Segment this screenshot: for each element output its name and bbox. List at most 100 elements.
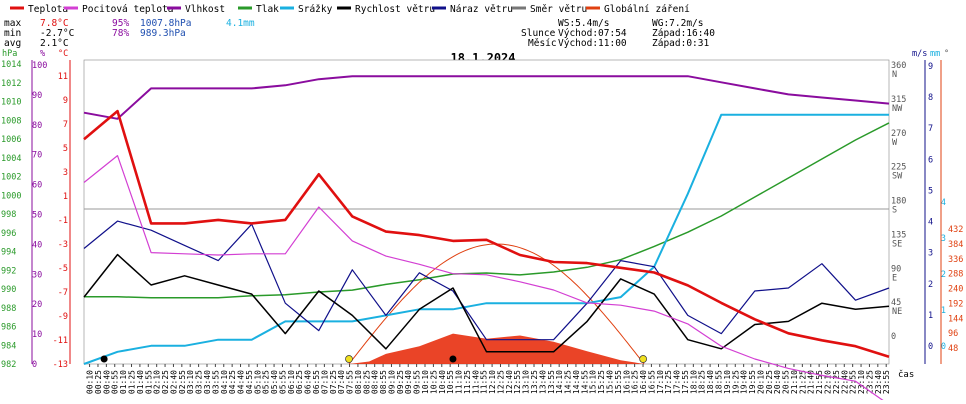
x-tick-label: 23:25 [865, 370, 874, 394]
x-tick-label: 22:10 [824, 370, 833, 394]
temp_c-tick-label: -9 [58, 312, 68, 322]
temp_c-tick-label: 5 [63, 144, 68, 154]
radiation_wm2-tick-label: 144 [948, 314, 963, 324]
humidity_pct-tick-label: 30 [32, 270, 42, 280]
x-tick-label: 09:10 [387, 370, 396, 394]
x-tick-label: 04:10 [220, 370, 229, 394]
sunrise-marker [345, 355, 353, 363]
humidity-line [83, 75, 890, 120]
rain-line [83, 113, 889, 365]
x-tick-label: 09:25 [396, 370, 405, 394]
pressure_hpa-tick-label: 998 [1, 210, 16, 220]
x-tick-label: 18:40 [706, 370, 715, 394]
humidity_pct-tick-label: 0 [32, 360, 37, 370]
x-tick-label: 12:55 [513, 370, 522, 394]
x-tick-label: 02:10 [153, 370, 162, 394]
direction-label: SW [892, 172, 903, 182]
direction-label: E [892, 273, 897, 283]
rain_mm-tick-label: 2 [941, 270, 946, 280]
axes: 00:10 00:25 00:40 00:55 01:10 01:25 01:40 01:55… [1, 49, 963, 394]
moon-label: Měsíc [528, 38, 557, 49]
humidity_pct-tick-label: 70 [32, 151, 42, 161]
x-tick-label: 15:10 [589, 370, 598, 394]
x-tick-label: 18:25 [698, 370, 707, 394]
dir_deg-tick-label: 225 [891, 163, 906, 173]
pressure_hpa-tick-label: 1000 [1, 191, 21, 201]
stats-max-press: 1007.8hPa [140, 18, 191, 29]
legend-label-7: Směr větru [530, 4, 587, 15]
humidity_pct-tick-label: 10 [32, 330, 42, 340]
x-tick-label: 08:55 [379, 370, 388, 394]
dir_deg-tick-label: 180 [891, 197, 906, 207]
wind_ms-tick-label: 1 [928, 311, 933, 321]
pressure_hpa-tick-label: 990 [1, 285, 16, 295]
x-tick-label: 01:10 [119, 370, 128, 394]
x-tick-label: 14:25 [564, 370, 573, 394]
x-tick-label: 23:55 [882, 370, 891, 394]
wind-gust-line [83, 220, 890, 341]
unit-mm: mm [930, 49, 940, 59]
dir_deg-tick-label: 270 [891, 129, 906, 139]
x-tick-label: 15:40 [605, 370, 614, 394]
radiation_wm2-tick-label: 288 [948, 270, 963, 280]
x-tick-label: 07:40 [337, 370, 346, 394]
x-tick-label: 01:25 [128, 370, 137, 394]
x-tick-label: 01:40 [136, 370, 145, 394]
wind_ms-tick-label: 9 [928, 62, 933, 72]
sun-label: Slunce [521, 28, 556, 39]
humidity_pct-tick-label: 50 [32, 211, 42, 221]
sun-rise: Východ:07:54 [558, 28, 627, 39]
x-tick-label: 09:40 [404, 370, 413, 394]
x-tick-label: 19:55 [748, 370, 757, 394]
dir_deg-tick-label: 135 [891, 230, 906, 240]
sun-set: Západ:16:40 [652, 28, 715, 39]
x-tick-label: 19:40 [740, 370, 749, 394]
x-tick-label: 02:25 [161, 370, 170, 394]
x-tick-label: 06:40 [304, 370, 313, 394]
x-tick-label: 05:10 [253, 370, 262, 394]
direction-label: NW [892, 104, 903, 114]
x-tick-label: 07:25 [329, 370, 338, 394]
temp_c-tick-label: -11 [53, 336, 68, 346]
rain_mm-tick-label: 0 [941, 342, 946, 352]
wind_ms-tick-label: 8 [928, 93, 933, 103]
stats-block: max min avg 7.8°C -2.7°C 2.1°C 95% 78% 1… [4, 18, 255, 49]
x-tick-label: 20:40 [773, 370, 782, 394]
temp_c-tick-label: -1 [58, 216, 68, 226]
rain_mm-tick-label: 4 [941, 198, 946, 208]
x-tick-label: 09:55 [413, 370, 422, 394]
pressure_hpa-tick-label: 1008 [1, 116, 21, 126]
x-tick-label: 11:25 [463, 370, 472, 394]
x-tick-label: 21:10 [790, 370, 799, 394]
legend-label-2: Vlhkost [185, 4, 225, 15]
humidity_pct-tick-label: 100 [32, 61, 47, 71]
x-tick-label: 23:40 [874, 370, 883, 394]
x-tick-label: 16:40 [639, 370, 648, 394]
unit-deg: ° [944, 49, 949, 59]
x-tick-label: 22:25 [832, 370, 841, 394]
x-tick-label: 13:40 [538, 370, 547, 394]
x-tick-label: 05:40 [270, 370, 279, 394]
temp_c-tick-label: 7 [63, 120, 68, 130]
x-tick-label: 04:25 [228, 370, 237, 394]
x-tick-label: 10:55 [446, 370, 455, 394]
radiation-area [84, 333, 645, 364]
wind_ms-tick-label: 7 [928, 124, 933, 134]
x-tick-label: 06:55 [312, 370, 321, 394]
x-tick-label: 16:25 [631, 370, 640, 394]
stats-min-press: 989.3hPa [140, 28, 186, 39]
x-tick-label: 21:25 [798, 370, 807, 394]
radiation_wm2-tick-label: 48 [948, 344, 958, 354]
wind-ws: WS:5.4m/s [558, 18, 609, 29]
x-tick-label: 11:10 [455, 370, 464, 394]
temp_c-tick-label: 3 [63, 168, 68, 178]
x-tick-label: 11:55 [480, 370, 489, 394]
direction-label: N [892, 70, 897, 80]
moon-rise: Východ:11:00 [558, 38, 627, 49]
x-tick-label: 05:25 [262, 370, 271, 394]
radiation_wm2-tick-label: 96 [948, 329, 958, 339]
x-tick-label: 21:40 [807, 370, 816, 394]
x-tick-label: 02:55 [178, 370, 187, 394]
pressure_hpa-tick-label: 984 [1, 341, 16, 351]
